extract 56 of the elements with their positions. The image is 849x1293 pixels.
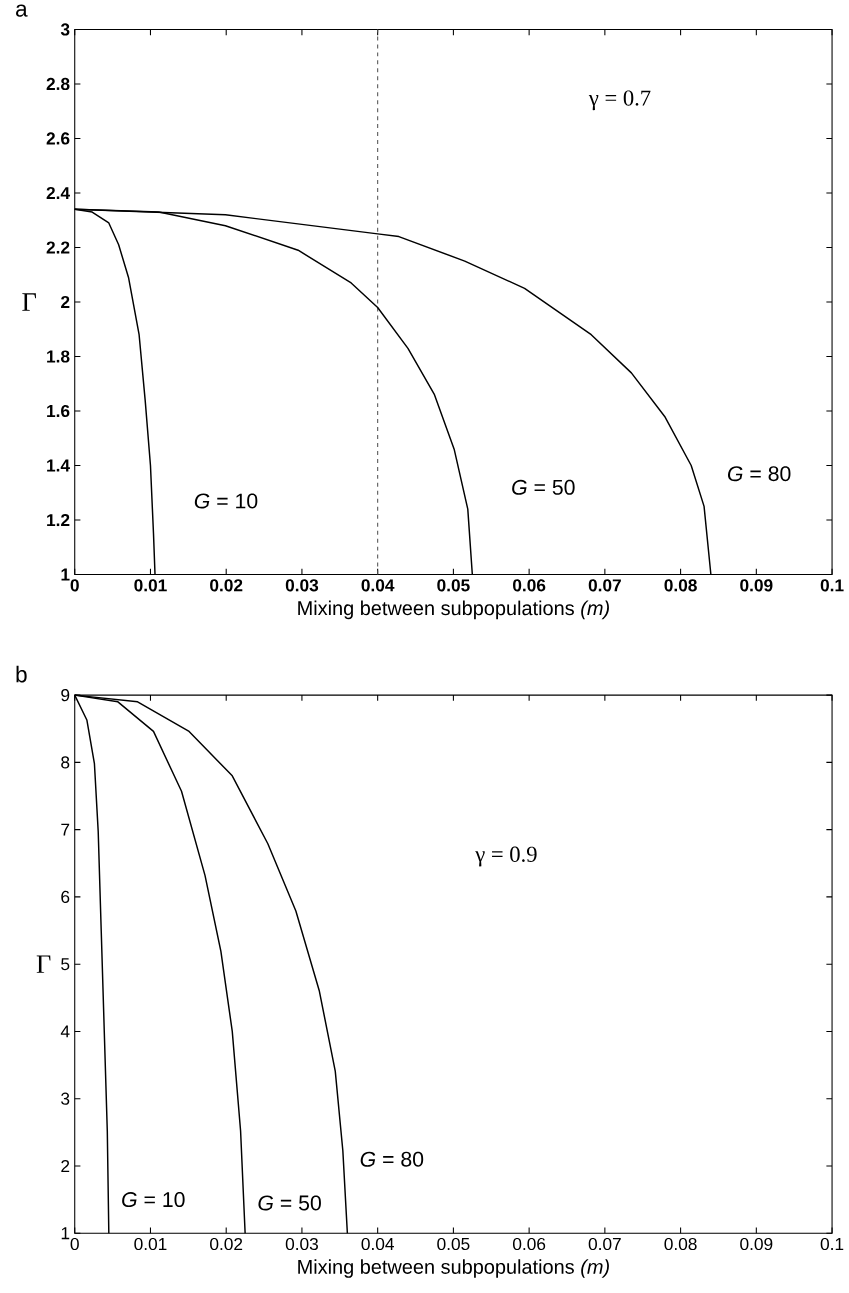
- chart-title: b: [16, 665, 27, 683]
- x-tick-label: 0.01: [134, 1237, 167, 1251]
- y-tick-label: 2.4: [46, 186, 70, 200]
- annotation: γ = 0.9: [475, 846, 537, 867]
- y-tick-label: 5: [61, 958, 70, 971]
- y-tick-label: 4: [60, 1025, 70, 1038]
- x-tick-label: 0.1: [820, 1237, 844, 1251]
- y-tick-label: 2.8: [46, 77, 70, 91]
- x-tick-label: 0.07: [588, 579, 621, 592]
- y-axis-title: Γ: [22, 293, 37, 311]
- chart-title: a: [16, 4, 28, 17]
- x-tick-label: 0.06: [512, 1237, 546, 1251]
- y-tick-label: 6: [61, 890, 70, 904]
- x-tick-label: 0: [70, 579, 79, 592]
- x-tick-label: 0.06: [513, 579, 546, 592]
- y-tick-label: 3: [61, 1092, 70, 1105]
- y-tick-label: 3: [60, 23, 70, 36]
- text: G = 50: [512, 479, 575, 495]
- x-tick-label: 0.03: [285, 1237, 318, 1251]
- x-tick-label: 0: [70, 1237, 79, 1251]
- x-tick-label: 0.07: [588, 1237, 621, 1251]
- y-tick-label: 2.6: [46, 132, 70, 145]
- y-tick-label: 8: [61, 756, 70, 769]
- x-tick-label: 0.03: [285, 579, 319, 592]
- y-tick-label: 2: [61, 1159, 70, 1172]
- annotation: γ = 0.7: [588, 90, 651, 111]
- y-tick-label: 1: [61, 1227, 70, 1240]
- y-tick-label: 1: [61, 568, 70, 581]
- legend-label: G = 80: [727, 466, 791, 482]
- x-tick-label: 0.02: [210, 1237, 243, 1251]
- series-label: G = 10: [122, 1192, 185, 1208]
- x-tick-label: 0.09: [740, 579, 773, 592]
- x-tick-label: 0.09: [740, 1237, 773, 1251]
- y-tick-label: 1.2: [47, 513, 70, 527]
- x-axis-title: Mixing between subpopulations (m): [298, 1259, 609, 1278]
- x-tick-label: 0.08: [664, 1237, 697, 1251]
- x-tick-label: 0.08: [664, 579, 697, 592]
- x-tick-label: 0.01: [134, 579, 167, 592]
- y-tick-label: 2: [61, 295, 70, 309]
- x-tick-label: 0.05: [437, 1237, 470, 1251]
- x-tick-label: 0.02: [210, 579, 243, 592]
- y-tick-label: 1.8: [47, 350, 70, 363]
- y-tick-label: 2.2: [46, 241, 70, 254]
- series-label: G = 80: [360, 1151, 424, 1167]
- x-tick-label: 0.05: [437, 579, 470, 592]
- y-axis-title: Γ: [36, 955, 51, 973]
- y-tick-label: 1.4: [47, 459, 70, 472]
- x-tick-label: 0.04: [361, 1237, 394, 1251]
- x-tick-label: 0.04: [361, 579, 395, 592]
- x-axis-title: Mixing between subpopulations (m): [298, 600, 609, 620]
- y-tick-label: 1.6: [47, 404, 70, 418]
- series-label: G = 50: [258, 1195, 321, 1211]
- y-tick-label: 9: [61, 689, 70, 702]
- series-label: G = 10: [194, 493, 258, 509]
- x-tick-label: 0.1: [820, 579, 844, 592]
- y-tick-label: 7: [61, 823, 70, 836]
